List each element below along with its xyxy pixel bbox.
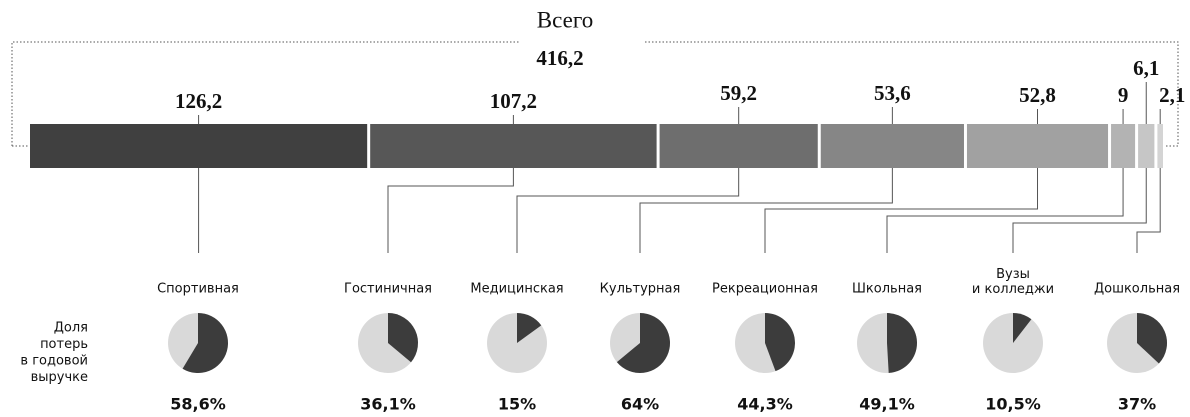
total-bracket — [11, 41, 1179, 147]
total-label: 416,2 — [536, 46, 583, 70]
bar-segment — [30, 124, 368, 168]
category-label: Рекреационная — [712, 282, 818, 297]
chart-title: Всего — [537, 7, 593, 32]
bar-segment — [1138, 124, 1155, 168]
category-label: Вузы и колледжи — [972, 267, 1054, 297]
share-label: 58,6% — [170, 395, 226, 414]
value-label: 59,2 — [720, 81, 757, 105]
share-label: 64% — [621, 395, 659, 414]
pie-slice — [182, 313, 229, 374]
share-label: 44,3% — [737, 395, 793, 414]
leader-line — [1136, 168, 1161, 253]
category-label: Спортивная — [157, 282, 239, 297]
leader-line — [516, 168, 740, 253]
pie-slice — [616, 313, 671, 374]
pie-slice — [517, 313, 542, 343]
value-label: 126,2 — [175, 89, 222, 113]
pie-slice — [887, 313, 918, 373]
share-label: 10,5% — [985, 395, 1041, 414]
pie-slice — [1137, 313, 1168, 364]
category-label: Культурная — [600, 282, 681, 297]
share-label: 37% — [1118, 395, 1156, 414]
pie-slice — [765, 313, 795, 372]
leader-line — [639, 168, 893, 253]
share-label: 36,1% — [360, 395, 416, 414]
bar-segment — [966, 124, 1109, 168]
category-label: Дошкольная — [1094, 282, 1180, 297]
leader-line — [886, 168, 1124, 253]
bar-segment — [820, 124, 964, 168]
leader-line — [764, 168, 1039, 253]
pie-slice — [388, 313, 418, 363]
pie-slice — [1013, 313, 1032, 343]
category-label: Медицинская — [470, 282, 563, 297]
value-label: 53,6 — [874, 81, 911, 105]
bar-segment — [370, 124, 657, 168]
value-label: 9 — [1118, 83, 1129, 107]
value-label: 6,1 — [1133, 56, 1159, 80]
share-label: 49,1% — [859, 395, 915, 414]
category-label: Школьная — [852, 282, 922, 297]
share-title: Доля потерь в годовой выручке — [20, 320, 88, 385]
share-label: 15% — [498, 395, 536, 414]
bar-segment — [659, 124, 818, 168]
category-label: Гостиничная — [344, 282, 432, 297]
bar-segment — [1157, 124, 1163, 168]
leader-line — [1012, 168, 1147, 253]
leader-line — [387, 168, 514, 253]
value-label: 2,1 — [1159, 83, 1185, 107]
value-label: 52,8 — [1019, 83, 1056, 107]
value-label: 107,2 — [490, 89, 537, 113]
bar-segment — [1111, 124, 1136, 168]
